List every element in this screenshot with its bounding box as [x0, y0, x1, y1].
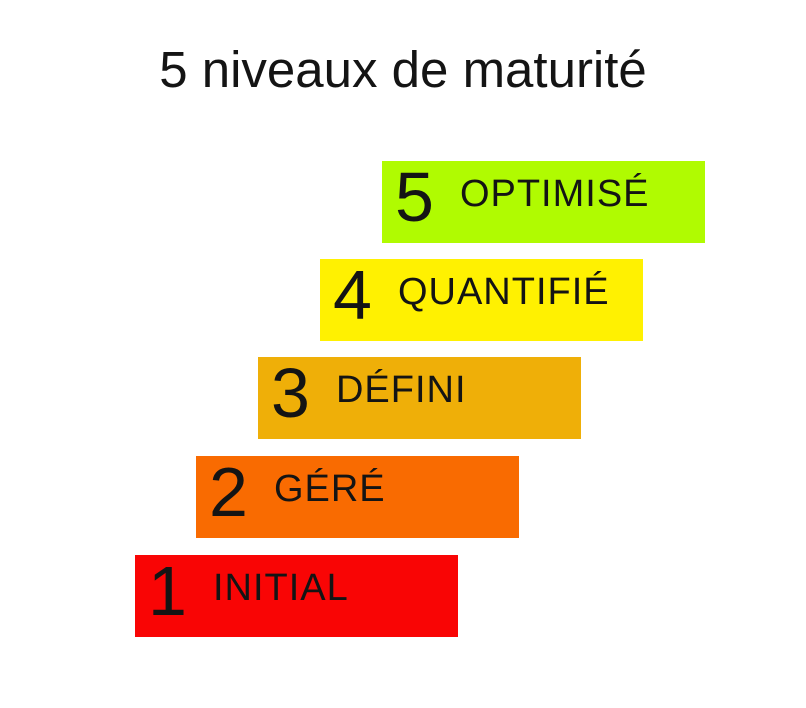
level-2-number: 2	[209, 453, 248, 531]
level-5-number: 5	[395, 158, 434, 236]
level-4-number: 4	[333, 256, 372, 334]
maturity-level-1-bar: 1 INITIAL	[135, 555, 458, 637]
maturity-level-5-bar: 5 OPTIMISÉ	[382, 161, 705, 243]
diagram-title: 5 niveaux de maturité	[159, 41, 647, 98]
level-3-label: DÉFINI	[335, 369, 467, 411]
level-4-label: QUANTIFIÉ	[397, 271, 610, 313]
maturity-level-3-bar: 3 DÉFINI	[258, 357, 581, 439]
level-1-number: 1	[148, 552, 187, 630]
maturity-level-4-bar: 4 QUANTIFIÉ	[320, 259, 643, 341]
level-1-label: INITIAL	[212, 567, 349, 609]
level-5-label: OPTIMISÉ	[459, 173, 650, 215]
level-2-label: GÉRÉ	[273, 468, 386, 510]
level-3-number: 3	[271, 354, 310, 432]
maturity-level-2-bar: 2 GÉRÉ	[196, 456, 519, 538]
